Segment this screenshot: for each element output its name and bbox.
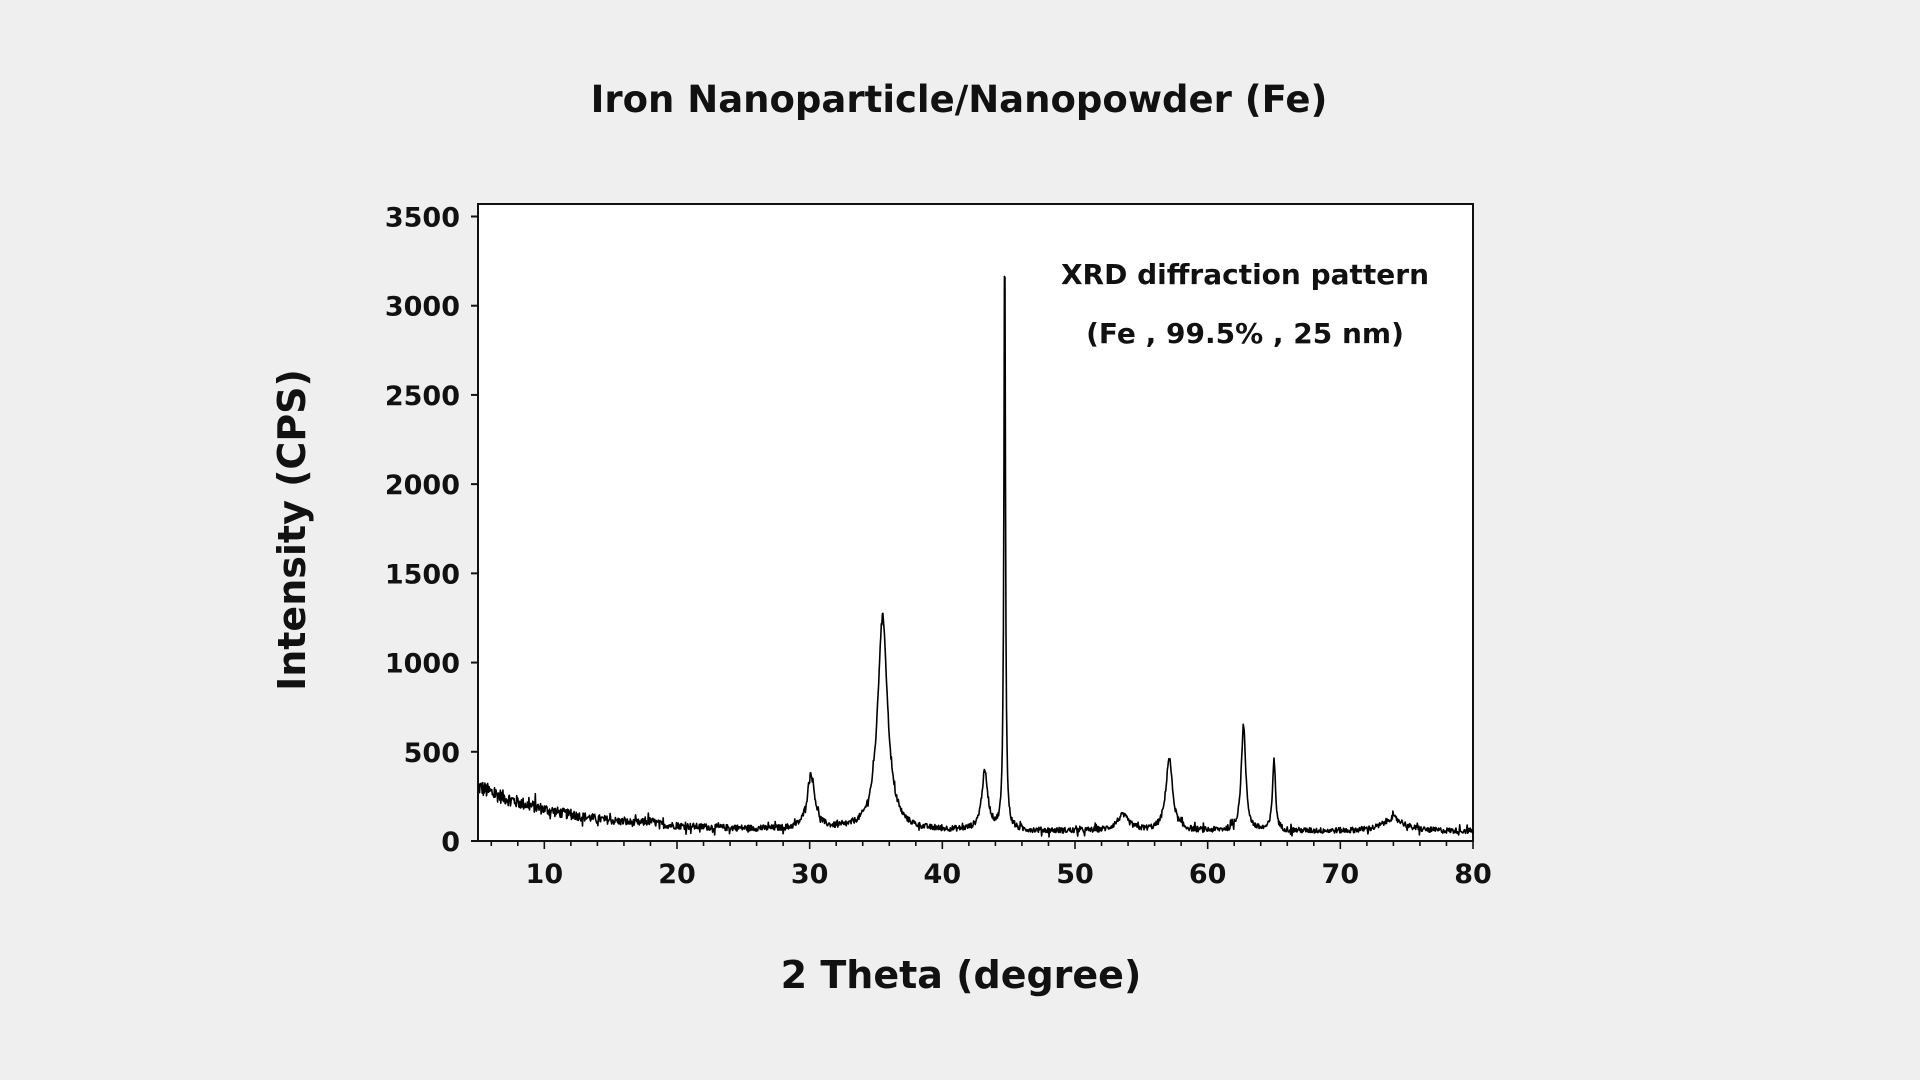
xrd-series-line xyxy=(477,275,1474,838)
x-tick-label: 20 xyxy=(658,859,696,890)
x-tick-label: 50 xyxy=(1056,859,1094,890)
y-tick-label: 2000 xyxy=(385,470,460,501)
y-tick-label: 1000 xyxy=(385,649,460,680)
x-axis-label: 2 Theta (degree) xyxy=(781,953,1142,997)
x-tick-label: 80 xyxy=(1454,859,1492,890)
chart-title: Iron Nanoparticle/Nanopowder (Fe) xyxy=(591,78,1328,121)
y-tick-label: 2500 xyxy=(385,381,460,412)
y-axis-label: Intensity (CPS) xyxy=(270,369,314,691)
annotation-title: XRD diffraction pattern xyxy=(1061,258,1429,291)
x-tick-label: 60 xyxy=(1189,859,1227,890)
y-axis-ticks: 0 500 1000 1500 2000 2500 3000 3500 xyxy=(385,202,478,858)
y-tick-label: 3000 xyxy=(385,292,460,323)
x-tick-label: 70 xyxy=(1322,859,1360,890)
y-tick-label: 1500 xyxy=(385,559,460,590)
y-tick-label: 500 xyxy=(404,738,460,769)
plot-area xyxy=(477,203,1474,842)
x-tick-label: 10 xyxy=(526,859,564,890)
x-tick-label: 30 xyxy=(791,859,829,890)
x-tick-label: 40 xyxy=(924,859,962,890)
y-tick-label: 0 xyxy=(441,827,460,858)
y-tick-label: 3500 xyxy=(385,202,460,233)
annotation-sample: (Fe , 99.5% , 25 nm) xyxy=(1086,317,1404,350)
x-axis-ticks: 10 20 30 40 50 60 70 80 xyxy=(490,841,1492,890)
